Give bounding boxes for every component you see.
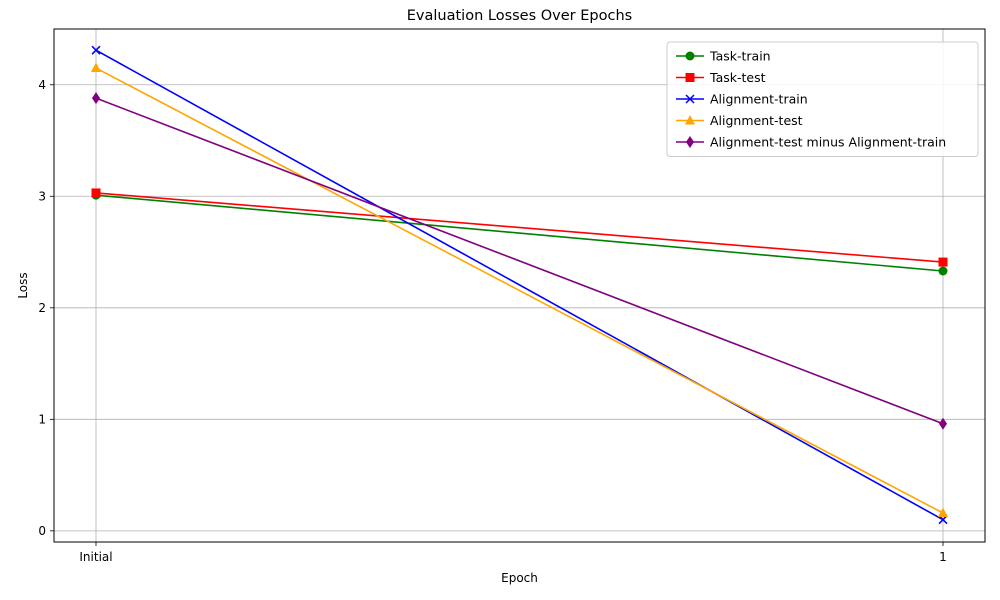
data-point	[939, 417, 947, 430]
data-point	[938, 515, 948, 525]
legend-label: Alignment-train	[710, 92, 808, 107]
series-line	[95, 194, 944, 272]
chart-title: Evaluation Losses Over Epochs	[407, 8, 632, 24]
x-tick-label: Initial	[79, 550, 112, 564]
data-point	[91, 62, 101, 73]
series-alignment-test	[91, 62, 948, 518]
legend-label: Alignment-test minus Alignment-train	[710, 135, 946, 150]
legend-entry: Alignment-train	[676, 92, 808, 107]
series-alignment-test-minus-alignment-train	[92, 92, 947, 430]
x-axis-title: Epoch	[501, 571, 538, 585]
legend-marker	[685, 94, 695, 104]
legend-label: Alignment-test	[710, 113, 803, 128]
y-tick-label: 3	[38, 189, 46, 203]
legend-marker	[686, 136, 694, 148]
series-task-test	[91, 188, 948, 267]
y-tick-label: 2	[38, 301, 46, 315]
legend-marker	[685, 51, 695, 61]
data-point	[938, 266, 948, 276]
legend-label: Task-test	[709, 70, 766, 85]
data-point	[938, 257, 948, 267]
series-lines	[91, 45, 948, 525]
series-line	[95, 67, 944, 514]
series-line	[95, 192, 944, 263]
y-tick-label: 0	[38, 524, 46, 538]
legend-label: Task-train	[709, 49, 771, 64]
legend-entry: Task-test	[676, 70, 766, 85]
data-point	[938, 507, 948, 518]
series-line	[95, 97, 944, 425]
series-line	[95, 49, 944, 521]
y-tick-label: 1	[38, 412, 46, 426]
grid-lines	[54, 29, 985, 542]
legend-marker	[685, 73, 695, 82]
data-point	[92, 92, 100, 105]
legend-entry: Task-train	[676, 49, 771, 64]
legend-entry: Alignment-test	[676, 113, 803, 128]
legend-box	[666, 41, 979, 157]
data-point	[91, 188, 101, 198]
series-alignment-train	[91, 45, 948, 525]
legend: Task-train Task-test Alignment-train Alignm…	[666, 41, 979, 157]
y-axis-title: Loss	[16, 272, 30, 298]
legend-entry: Alignment-test minus Alignment-train	[676, 135, 946, 150]
y-tick-label: 4	[38, 78, 46, 92]
plot-area-frame	[53, 28, 986, 543]
x-tick-label: 1	[939, 550, 947, 564]
axis-ticks: 0 1 2 3 4 Initial 1	[38, 78, 946, 564]
legend-marker	[685, 115, 695, 125]
data-point	[91, 45, 101, 55]
